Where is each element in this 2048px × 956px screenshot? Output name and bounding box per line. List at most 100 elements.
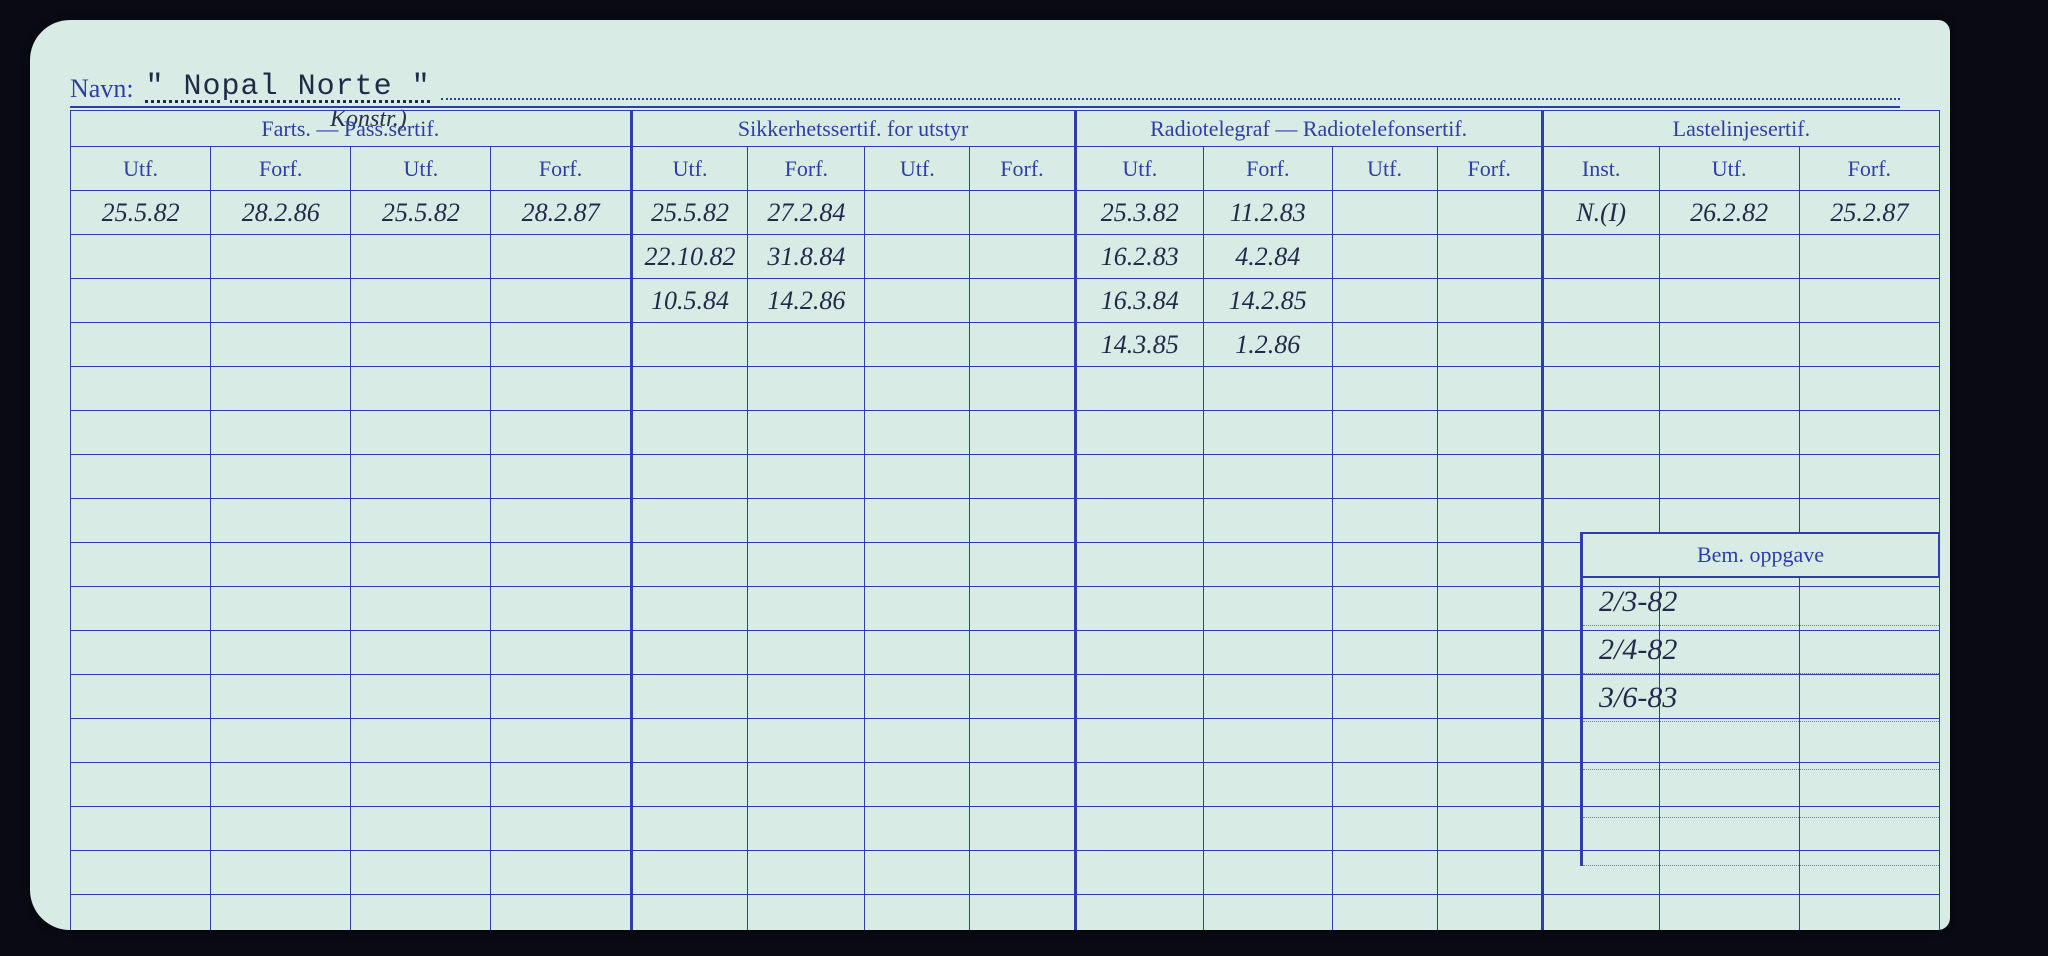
col-farts-utf2: Utf. bbox=[351, 147, 491, 191]
cell bbox=[1332, 631, 1437, 675]
cell bbox=[491, 235, 631, 279]
cell bbox=[748, 455, 865, 499]
cell bbox=[970, 587, 1075, 631]
cell bbox=[1437, 455, 1542, 499]
col-sikk-forf2: Forf. bbox=[970, 147, 1075, 191]
cell-value: 4.2.84 bbox=[1235, 242, 1300, 271]
cell bbox=[351, 367, 491, 411]
cell bbox=[491, 411, 631, 455]
cell bbox=[1075, 675, 1203, 719]
cell bbox=[1332, 499, 1437, 543]
cell bbox=[1204, 367, 1332, 411]
cell: 11.2.83 bbox=[1204, 191, 1332, 235]
table-row bbox=[71, 367, 1940, 411]
cell bbox=[1075, 543, 1203, 587]
hole bbox=[1978, 838, 2020, 880]
cell bbox=[491, 719, 631, 763]
cell bbox=[211, 763, 351, 807]
cell bbox=[970, 543, 1075, 587]
cell bbox=[865, 235, 970, 279]
cell bbox=[865, 455, 970, 499]
cell bbox=[1437, 631, 1542, 675]
cell bbox=[351, 851, 491, 895]
cell bbox=[1437, 763, 1542, 807]
cell bbox=[1799, 455, 1939, 499]
cell bbox=[71, 499, 211, 543]
hole bbox=[1978, 80, 2020, 122]
cell bbox=[865, 411, 970, 455]
cell bbox=[1659, 411, 1799, 455]
table-row bbox=[71, 455, 1940, 499]
cell bbox=[970, 499, 1075, 543]
cell bbox=[865, 895, 970, 931]
cell-value: 28.2.87 bbox=[522, 198, 600, 227]
cell bbox=[748, 499, 865, 543]
cell-value: N.(I) bbox=[1576, 198, 1626, 227]
cell bbox=[491, 851, 631, 895]
cell bbox=[865, 543, 970, 587]
bem-row bbox=[1583, 770, 1939, 818]
cell bbox=[748, 587, 865, 631]
col-radio-utf1: Utf. bbox=[1075, 147, 1203, 191]
cell bbox=[71, 455, 211, 499]
cell-value: 31.8.84 bbox=[767, 242, 845, 271]
cell bbox=[631, 719, 748, 763]
cell bbox=[71, 807, 211, 851]
cell bbox=[970, 763, 1075, 807]
col-sikk-utf2: Utf. bbox=[865, 147, 970, 191]
cell bbox=[491, 323, 631, 367]
cell bbox=[1204, 631, 1332, 675]
cell bbox=[865, 367, 970, 411]
cell bbox=[631, 411, 748, 455]
cell bbox=[71, 367, 211, 411]
cell bbox=[71, 631, 211, 675]
cell bbox=[1204, 763, 1332, 807]
cell bbox=[211, 323, 351, 367]
cell bbox=[1332, 455, 1437, 499]
cell bbox=[1332, 279, 1437, 323]
cell: 4.2.84 bbox=[1204, 235, 1332, 279]
hole bbox=[1978, 417, 2020, 459]
cell bbox=[211, 807, 351, 851]
cell bbox=[1799, 411, 1939, 455]
cell-value: 11.2.83 bbox=[1230, 198, 1306, 227]
cell bbox=[865, 719, 970, 763]
bem-row: 2/4-82 bbox=[1583, 626, 1939, 674]
cell: 26.2.82 bbox=[1659, 191, 1799, 235]
cell bbox=[351, 543, 491, 587]
cell bbox=[1075, 499, 1203, 543]
section-farts: Farts. — Pass.sertif. bbox=[71, 111, 632, 147]
cell bbox=[491, 499, 631, 543]
cell-value: 16.3.84 bbox=[1101, 286, 1179, 315]
cell bbox=[1659, 235, 1799, 279]
hole bbox=[1978, 333, 2020, 375]
cell bbox=[631, 367, 748, 411]
cell bbox=[491, 367, 631, 411]
cell bbox=[865, 499, 970, 543]
bem-header: Bem. oppgave bbox=[1580, 532, 1940, 578]
cell bbox=[1437, 675, 1542, 719]
section-sikkerhet-title: Sikkerhetssertif. for utstyr bbox=[738, 116, 968, 141]
cell-value: 25.2.87 bbox=[1830, 198, 1908, 227]
cell bbox=[1332, 235, 1437, 279]
cell bbox=[71, 235, 211, 279]
cell bbox=[865, 279, 970, 323]
cell bbox=[211, 367, 351, 411]
cell bbox=[1075, 895, 1203, 931]
cell bbox=[865, 675, 970, 719]
bem-entry: 3/6-83 bbox=[1599, 681, 1677, 715]
cell bbox=[1332, 411, 1437, 455]
hole bbox=[1978, 501, 2020, 543]
cell bbox=[1075, 587, 1203, 631]
cell bbox=[631, 895, 748, 931]
cell bbox=[970, 235, 1075, 279]
cell bbox=[1332, 587, 1437, 631]
cell bbox=[1437, 411, 1542, 455]
col-farts-forf1: Forf. bbox=[211, 147, 351, 191]
section-radio-title: Radiotelegraf — Radiotelefonsertif. bbox=[1150, 116, 1467, 141]
cell bbox=[1542, 279, 1659, 323]
cell bbox=[1437, 895, 1542, 931]
subheader-row: Utf. Forf. Utf. Forf. Utf. Forf. Utf. Fo… bbox=[71, 147, 1940, 191]
cell bbox=[1332, 719, 1437, 763]
cell bbox=[1075, 763, 1203, 807]
